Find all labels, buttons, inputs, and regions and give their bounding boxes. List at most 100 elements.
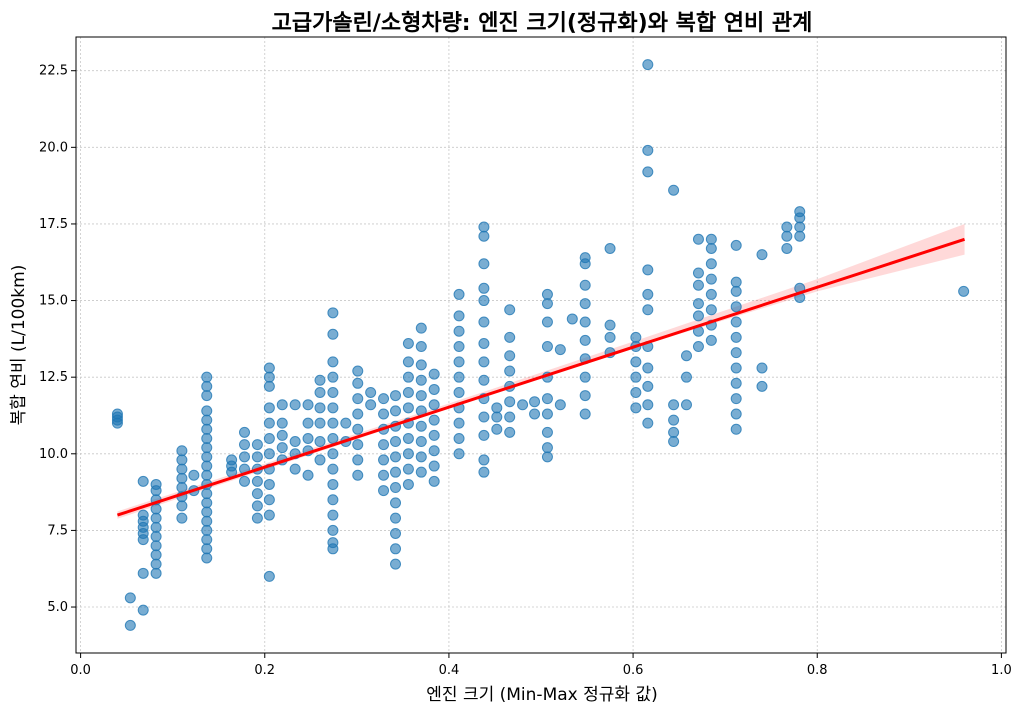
data-point — [794, 221, 806, 233]
data-point — [415, 341, 427, 353]
data-point — [390, 543, 402, 555]
data-point — [239, 451, 251, 463]
data-point — [730, 285, 742, 297]
data-point — [415, 451, 427, 463]
data-point — [150, 567, 162, 579]
data-point — [365, 387, 377, 399]
data-point — [642, 59, 654, 71]
data-point — [352, 365, 364, 377]
data-point — [201, 515, 213, 527]
data-point — [478, 258, 490, 270]
data-point — [263, 417, 275, 429]
data-point — [314, 436, 326, 448]
data-point — [201, 390, 213, 402]
data-point — [378, 439, 390, 451]
data-point — [415, 420, 427, 432]
data-point — [541, 316, 553, 328]
data-point — [705, 288, 717, 300]
x-tick-label: 0.8 — [807, 663, 828, 678]
data-point — [478, 356, 490, 368]
data-point — [428, 475, 440, 487]
data-point — [251, 439, 263, 451]
data-point — [541, 442, 553, 454]
data-point — [402, 432, 414, 444]
y-tick-label: 10.0 — [39, 447, 68, 462]
data-point — [504, 426, 516, 438]
data-point — [541, 288, 553, 300]
data-point — [529, 396, 541, 408]
data-point — [478, 221, 490, 233]
data-point — [630, 356, 642, 368]
data-point — [201, 442, 213, 454]
data-point — [150, 531, 162, 543]
data-point — [504, 396, 516, 408]
data-point — [150, 512, 162, 524]
data-point — [137, 509, 149, 521]
data-point — [730, 301, 742, 313]
data-point — [314, 402, 326, 414]
data-point — [453, 417, 465, 429]
data-point — [289, 463, 301, 475]
data-point — [201, 543, 213, 555]
data-point — [201, 552, 213, 564]
data-point — [668, 436, 680, 448]
data-point — [453, 288, 465, 300]
data-point — [730, 239, 742, 251]
data-point — [642, 166, 654, 178]
data-point — [402, 448, 414, 460]
data-point — [176, 512, 188, 524]
data-point — [390, 527, 402, 539]
data-point — [504, 304, 516, 316]
data-point — [124, 592, 136, 604]
data-point — [504, 350, 516, 362]
data-point — [756, 249, 768, 261]
data-point — [239, 439, 251, 451]
data-point — [491, 402, 503, 414]
data-point — [541, 426, 553, 438]
data-point — [579, 279, 591, 291]
data-point — [579, 252, 591, 264]
data-point — [730, 377, 742, 389]
data-point — [579, 334, 591, 346]
data-point — [630, 402, 642, 414]
data-point — [176, 482, 188, 494]
data-point — [276, 417, 288, 429]
data-point — [705, 334, 717, 346]
data-point — [579, 298, 591, 310]
data-point — [263, 570, 275, 582]
data-point — [579, 390, 591, 402]
data-point — [642, 304, 654, 316]
y-axis-title: 복합 연비 (L/100km) — [9, 265, 29, 426]
data-point — [428, 414, 440, 426]
data-point — [428, 429, 440, 441]
data-point — [428, 399, 440, 411]
data-point — [251, 488, 263, 500]
data-point — [579, 408, 591, 420]
data-point — [630, 371, 642, 383]
data-point — [327, 524, 339, 536]
data-point — [263, 371, 275, 383]
data-point — [390, 558, 402, 570]
data-point — [390, 482, 402, 494]
data-point — [730, 423, 742, 435]
data-point — [302, 417, 314, 429]
data-point — [276, 429, 288, 441]
data-point — [642, 288, 654, 300]
data-point — [630, 387, 642, 399]
data-point — [176, 500, 188, 512]
data-point — [263, 362, 275, 374]
data-point — [352, 393, 364, 405]
data-point — [378, 469, 390, 481]
data-point — [390, 466, 402, 478]
data-point — [402, 387, 414, 399]
data-point — [642, 362, 654, 374]
data-point — [150, 478, 162, 490]
data-point — [642, 417, 654, 429]
data-point — [415, 390, 427, 402]
data-point — [781, 221, 793, 233]
data-point — [378, 393, 390, 405]
data-point — [453, 310, 465, 322]
y-tick-label: 15.0 — [39, 294, 68, 309]
data-point — [201, 497, 213, 509]
y-tick-label: 22.5 — [39, 64, 68, 79]
